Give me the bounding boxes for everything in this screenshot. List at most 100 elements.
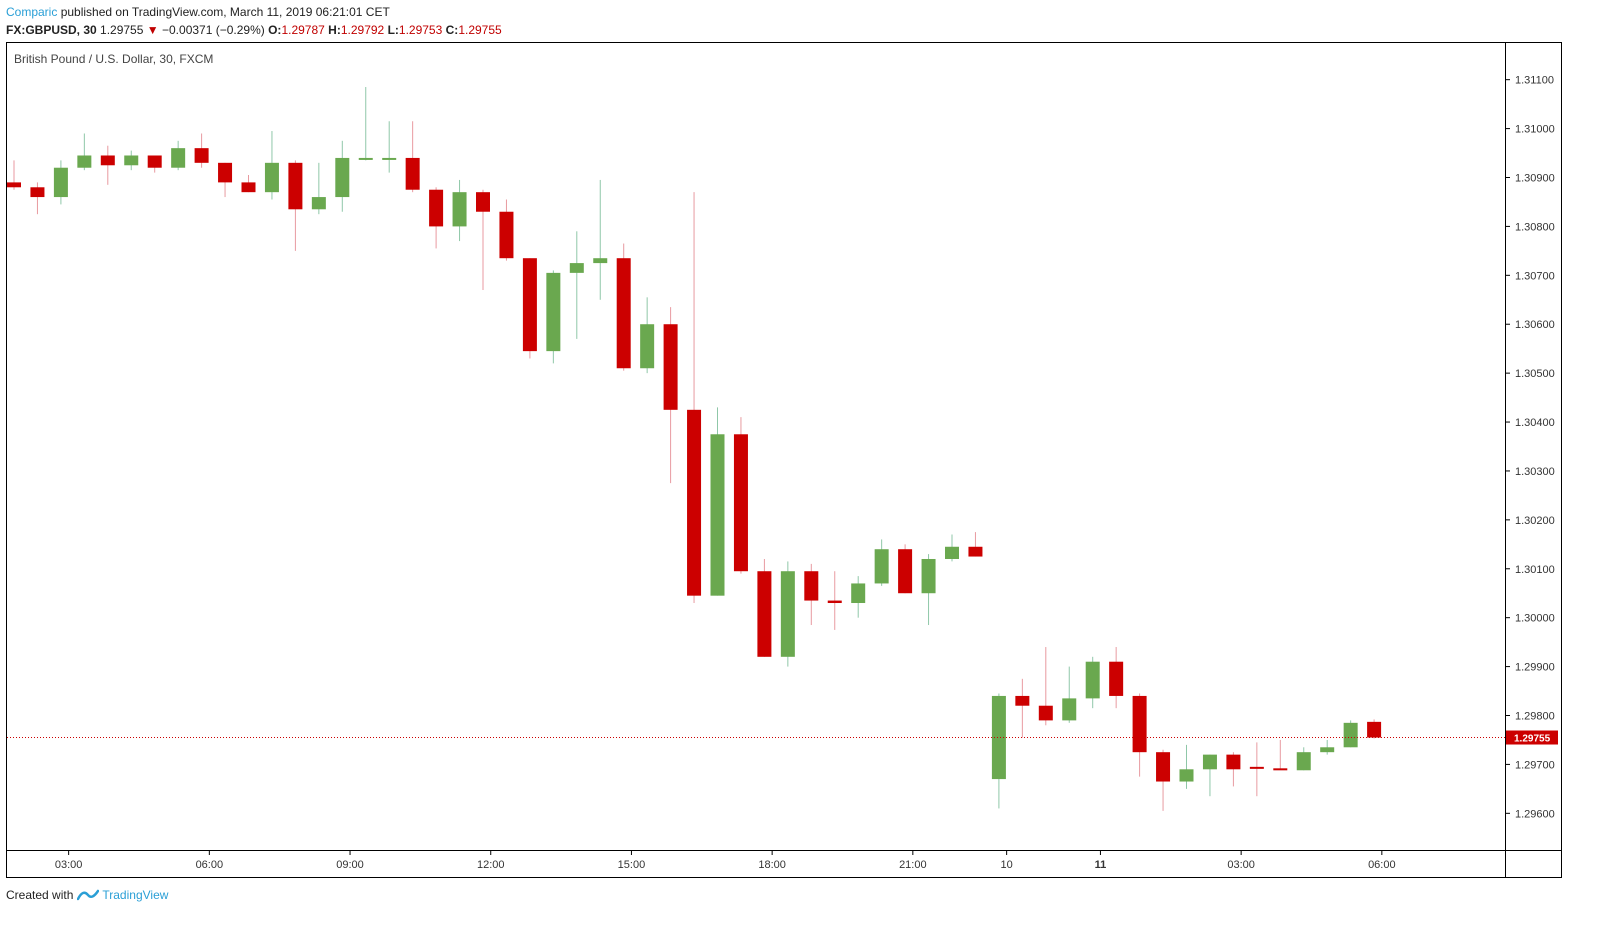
candle-body — [687, 409, 702, 596]
candle-body — [100, 155, 115, 166]
candle — [1273, 739, 1288, 771]
price-tick-label: 1.29700 — [1515, 759, 1555, 771]
candle — [546, 270, 561, 364]
candle — [616, 243, 631, 371]
time-tick-label: 06:00 — [196, 859, 224, 871]
candle — [1367, 719, 1382, 739]
price-tick-label: 1.29600 — [1515, 808, 1555, 820]
time-tick-label: 03:00 — [55, 859, 83, 871]
candle-body — [30, 187, 45, 198]
candle — [311, 162, 326, 215]
candle — [218, 162, 233, 198]
candle-body — [616, 258, 631, 369]
candle-body — [476, 192, 490, 212]
candle-body — [1226, 754, 1241, 770]
high-value: 1.29792 — [340, 23, 385, 37]
candle — [710, 407, 725, 596]
candle-body — [710, 434, 725, 596]
candle-body — [1156, 752, 1171, 782]
change-value: −0.00371 (−0.29%) — [162, 23, 265, 37]
chart-title: British Pound / U.S. Dollar, 30, FXCM — [14, 52, 213, 66]
close-key: C: — [445, 23, 459, 37]
open-value: 1.29787 — [281, 23, 325, 37]
candle-body — [804, 571, 819, 601]
candle-body — [1179, 769, 1194, 782]
price-tick-label: 1.30200 — [1515, 515, 1555, 527]
candle — [77, 133, 92, 171]
price-tick-label: 1.30000 — [1515, 613, 1555, 625]
candle — [358, 87, 373, 161]
candle — [405, 121, 420, 193]
tradingview-brand[interactable]: TradingView — [77, 887, 168, 903]
author-link[interactable]: Comparic — [6, 5, 58, 19]
candle — [851, 576, 866, 618]
candle — [968, 532, 983, 557]
candle-body — [358, 157, 373, 160]
time-tick-label: 03:00 — [1227, 859, 1255, 871]
candle-body — [311, 197, 326, 210]
last-price-tag-label: 1.29755 — [1514, 734, 1551, 745]
candle — [921, 554, 936, 626]
price-tick-label: 1.31100 — [1515, 75, 1554, 87]
last-price-value: 1.29755 — [100, 23, 144, 37]
candle — [1038, 647, 1053, 726]
time-axis[interactable]: 03:00 06:00 09:00 12:00 15:00 18:00 21:00 10 11 0… — [55, 850, 1396, 871]
candle-body — [1038, 705, 1053, 721]
candle-body — [874, 549, 889, 584]
candle — [757, 558, 772, 657]
candle — [1015, 678, 1030, 738]
candle-body — [1132, 695, 1147, 753]
candle-body — [593, 258, 608, 264]
price-axis[interactable]: 1.31100 1.31000 1.30900 1.30800 1.30700 1.306… — [1505, 75, 1555, 821]
price-tick-label: 1.31000 — [1515, 124, 1555, 136]
candle — [1202, 754, 1217, 797]
candle-body — [241, 182, 256, 193]
candle-body — [1296, 752, 1311, 771]
candle — [147, 155, 162, 173]
candle-body — [218, 162, 233, 183]
price-tick-label: 1.30400 — [1515, 417, 1555, 429]
low-value: 1.29753 — [398, 23, 443, 37]
candle — [593, 179, 608, 300]
candle-body — [1202, 754, 1217, 770]
candle-body — [1109, 661, 1124, 696]
publish-line: Comparic published on TradingView.com, M… — [6, 4, 390, 20]
candle-body — [968, 546, 983, 557]
candle — [1062, 666, 1077, 723]
price-tick-label: 1.30900 — [1515, 173, 1555, 185]
candle — [1320, 739, 1335, 755]
price-tick-label: 1.29800 — [1515, 711, 1555, 723]
candle — [827, 571, 842, 630]
high-key: H: — [328, 23, 341, 37]
time-tick-label: 12:00 — [477, 859, 505, 871]
candle-body — [827, 600, 842, 604]
time-tick-label: 21:00 — [899, 859, 927, 871]
price-tick-label: 1.29900 — [1515, 662, 1555, 674]
price-tick-label: 1.30800 — [1515, 221, 1555, 233]
candle — [241, 175, 256, 193]
candle — [1343, 720, 1358, 748]
candles-group — [7, 87, 1382, 811]
last-price-tag — [1506, 730, 1558, 745]
price-tick-label: 1.30300 — [1515, 466, 1555, 478]
candle — [569, 231, 584, 339]
candle — [1249, 742, 1264, 797]
time-tick-label: 09:00 — [336, 859, 364, 871]
candle-body — [429, 189, 444, 227]
footer: Created with TradingView — [6, 887, 168, 903]
candle — [264, 131, 279, 200]
tradingview-logo-icon — [77, 889, 100, 901]
candle-body — [171, 148, 186, 168]
candle-body — [288, 162, 303, 210]
candle — [499, 199, 514, 261]
candle — [898, 544, 913, 594]
candle-body — [53, 167, 68, 198]
candle-body — [335, 157, 350, 198]
chart-frame — [6, 42, 1562, 878]
candle-body — [757, 571, 772, 657]
candle — [429, 187, 444, 249]
candle-body — [898, 549, 913, 594]
candle — [687, 192, 702, 604]
candle-body — [1320, 747, 1335, 753]
